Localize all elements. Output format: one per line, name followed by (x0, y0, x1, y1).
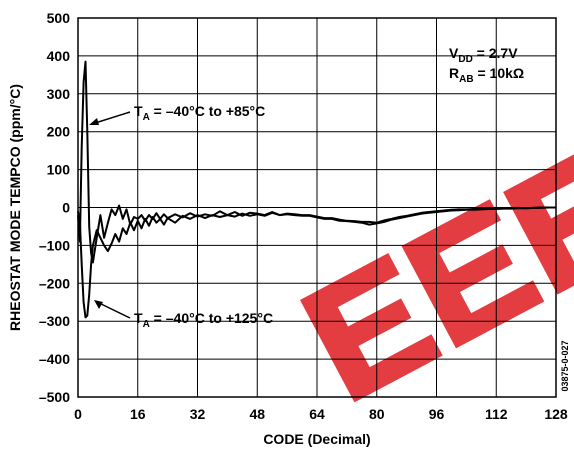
x-tick-label: 112 (485, 406, 508, 422)
series-line-1 (77, 206, 556, 319)
y-tick-label: 100 (47, 162, 71, 178)
y-tick-label: 300 (47, 86, 71, 102)
series-lines (77, 60, 556, 319)
y-tick-label: –400 (39, 351, 70, 367)
y-tick-label: 200 (47, 124, 71, 140)
y-axis-title: RHEOSTAT MODE TEMPCO (ppm/°C) (7, 84, 23, 331)
x-tick-label: 48 (249, 406, 265, 422)
x-tick-label: 16 (130, 406, 146, 422)
y-tick-label: 0 (62, 200, 70, 216)
plot-frame (77, 17, 557, 398)
condition-rab: RAB = 10kΩ (449, 65, 524, 85)
y-tick-label: –100 (39, 237, 70, 253)
figure-code: 03875-0-027 (560, 340, 570, 391)
y-tick-label: 500 (47, 10, 71, 26)
watermark-shape (300, 150, 574, 403)
x-tick-label: 32 (190, 406, 206, 422)
y-tick-label: –500 (39, 389, 70, 405)
grid-lines (78, 18, 556, 397)
condition-vdd: VDD = 2.7V (449, 45, 518, 65)
watermark-letter-e1 (300, 253, 443, 403)
watermark-letter-e2 (401, 199, 545, 349)
svg-text:TA = –40°C to +85°C: TA = –40°C to +85°C (134, 103, 265, 123)
watermark-logo (300, 150, 574, 403)
x-tick-label: 80 (369, 406, 385, 422)
svg-text:VDD = 2.7V: VDD = 2.7V (449, 45, 518, 65)
y-tick-label: –300 (39, 313, 70, 329)
svg-text:RAB = 10kΩ: RAB = 10kΩ (449, 65, 524, 85)
y-tick-label: 400 (47, 48, 71, 64)
watermark-letter-p (503, 150, 574, 295)
x-tick-label: 64 (309, 406, 325, 422)
svg-text:TA = –40°C to +125°C: TA = –40°C to +125°C (134, 310, 273, 330)
y-tick-label: –200 (39, 275, 70, 291)
x-tick-label: 128 (544, 406, 568, 422)
x-axis-title: CODE (Decimal) (263, 431, 370, 447)
x-tick-label: 96 (429, 406, 445, 422)
series-label-125c: TA = –40°C to +125°C (94, 300, 273, 330)
tick-labels: 0 16 32 48 64 80 96 112 128 500 400 300 200 100 0 –100 –… (39, 10, 568, 422)
x-tick-label: 0 (74, 406, 82, 422)
series-label-85c: TA = –40°C to +85°C (89, 103, 265, 125)
